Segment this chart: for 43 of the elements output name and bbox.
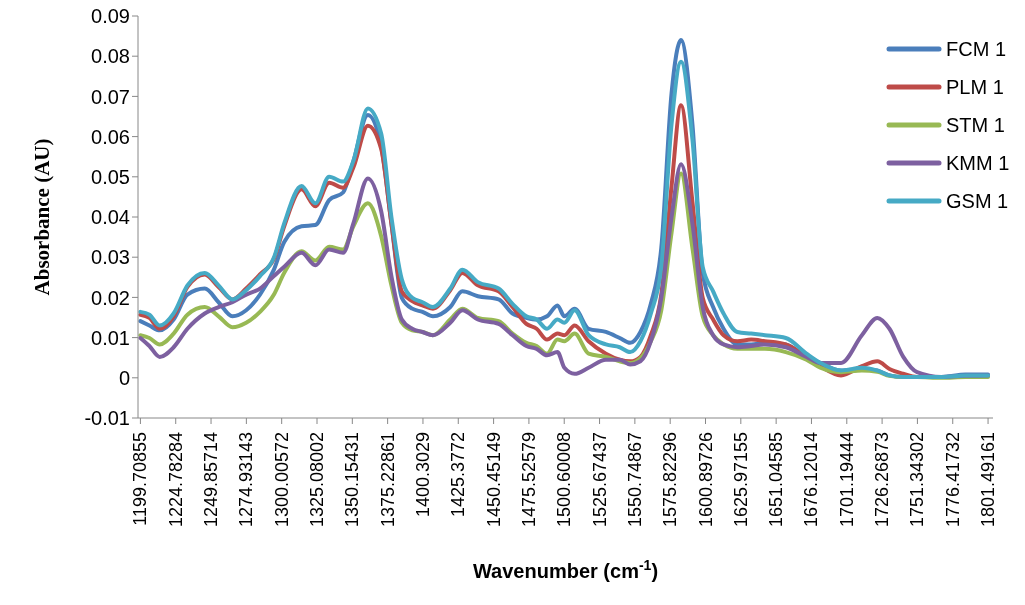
legend-label: STM 1 — [946, 113, 1005, 137]
legend-label: GSM 1 — [946, 189, 1009, 213]
legend-label: FCM 1 — [946, 37, 1006, 61]
y-tick-label: 0.04 — [91, 206, 130, 229]
y-axis-title: Absorbance (AU) — [30, 138, 54, 296]
x-tick-label: 1600.89726 — [695, 432, 716, 528]
x-tick-label: 1801.49161 — [978, 432, 999, 528]
y-tick-label: 0.09 — [91, 5, 130, 28]
x-tick-label: 1751.34302 — [907, 432, 928, 528]
x-tick-label: 1676.12014 — [801, 432, 822, 528]
y-tick-label: 0.05 — [91, 165, 130, 188]
y-tick-label: 0 — [118, 366, 130, 389]
y-tick-label: 0.07 — [91, 85, 130, 108]
x-tick-label: 1625.97155 — [730, 432, 751, 528]
x-tick-label: 1274.93143 — [236, 432, 257, 528]
x-tick-label: 1550.74867 — [624, 432, 645, 528]
x-tick-label: 1701.19444 — [836, 432, 857, 528]
x-tick-label: 1726.26873 — [872, 432, 893, 528]
y-tick-label: 0.02 — [91, 286, 130, 309]
y-tick-label: 0.06 — [91, 125, 130, 148]
x-tick-label: 1249.85714 — [201, 432, 222, 528]
x-axis-title: Wavenumber (cm$^{-1}$) — [472, 557, 659, 582]
x-tick-label: 1500.60008 — [554, 432, 575, 528]
y-tick-label: 0.08 — [91, 45, 130, 68]
y-tick-label: -0.01 — [84, 407, 130, 430]
legend-label: PLM 1 — [946, 75, 1004, 99]
x-tick-label: 1375.22861 — [377, 432, 398, 528]
x-tick-label: 1325.08002 — [307, 432, 327, 528]
x-tick-label: 1300.00572 — [271, 432, 292, 528]
x-tick-label: 1475.52579 — [518, 432, 539, 528]
x-tick-label: 1525.67437 — [589, 432, 610, 528]
x-tick-label: 1400.3029 — [412, 432, 433, 518]
x-tick-label: 1425.3772 — [448, 432, 469, 518]
y-tick-label: 0.03 — [91, 246, 130, 269]
x-tick-label: 1224.78284 — [165, 432, 186, 528]
x-tick-label: 1350.15431 — [342, 432, 363, 528]
x-tick-label: 1776.41732 — [942, 432, 963, 528]
x-tick-label: 1651.04585 — [766, 432, 787, 528]
x-tick-label: 1199.70855 — [130, 432, 151, 526]
x-tick-label: 1450.45149 — [483, 432, 504, 528]
y-tick-label: 0.01 — [91, 326, 130, 349]
legend-label: KMM 1 — [946, 151, 1010, 175]
x-tick-label: 1575.82296 — [660, 432, 681, 528]
